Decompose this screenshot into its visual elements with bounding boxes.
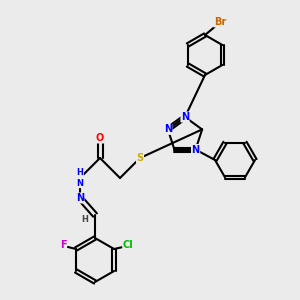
Text: S: S	[136, 153, 144, 163]
Text: F: F	[60, 240, 66, 250]
Text: N: N	[191, 145, 200, 154]
Text: N: N	[191, 145, 200, 154]
Text: H
N: H N	[76, 168, 83, 188]
Text: N: N	[164, 124, 172, 134]
Text: H: H	[82, 214, 88, 224]
Text: N: N	[181, 112, 189, 122]
Text: Cl: Cl	[123, 240, 134, 250]
Text: N: N	[76, 193, 84, 203]
Text: O: O	[96, 133, 104, 143]
Text: Br: Br	[214, 17, 226, 27]
